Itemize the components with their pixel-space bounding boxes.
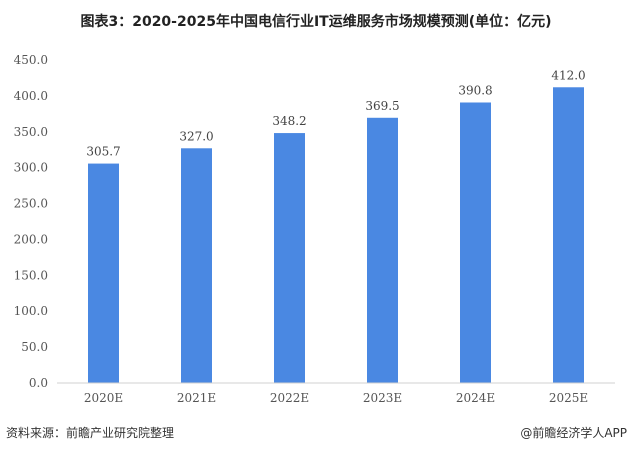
chart-title: 图表3：2020-2025年中国电信行业IT运维服务市场规模预测(单位：亿元) [80,13,551,30]
y-tick-label: 150.0 [14,268,48,282]
data-label: 305.7 [86,145,120,159]
data-label: 390.8 [458,83,492,97]
x-tick-label: 2025E [549,391,588,405]
data-label: 369.5 [365,99,399,113]
bar-2023E [367,117,398,383]
x-axis: 2020E 2021E 2022E 2023E 2024E 2025E [84,391,588,405]
y-tick-label: 400.0 [14,89,48,103]
y-tick-label: 450.0 [14,53,48,67]
bars: 305.7 327.0 348.2 369.5 390.8 412.0 [86,68,586,384]
bar-2021E [181,148,212,383]
data-label: 348.2 [272,114,306,128]
bar-2020E [88,163,119,383]
y-tick-label: 200.0 [14,232,48,246]
credit-note: @前瞻经济学人APP [520,425,627,440]
y-tick-label: 0.0 [29,376,48,390]
y-axis: 0.0 50.0 100.0 150.0 200.0 250.0 300.0 350.0 400… [14,53,48,390]
y-tick-label: 250.0 [14,197,48,211]
y-tick-label: 100.0 [14,304,48,318]
bar-2022E [274,133,305,383]
y-tick-label: 300.0 [14,161,48,175]
source-note: 资料来源：前瞻产业研究院整理 [6,425,174,440]
x-tick-label: 2022E [270,391,309,405]
y-tick-label: 350.0 [14,125,48,139]
x-tick-label: 2021E [177,391,216,405]
bar-2024E [460,102,491,384]
x-tick-label: 2020E [84,391,123,405]
x-tick-label: 2024E [456,391,495,405]
x-tick-label: 2023E [363,391,402,405]
data-label: 327.0 [179,129,213,143]
data-label: 412.0 [551,68,585,82]
bar-2025E [553,87,584,383]
y-tick-label: 50.0 [21,340,48,354]
